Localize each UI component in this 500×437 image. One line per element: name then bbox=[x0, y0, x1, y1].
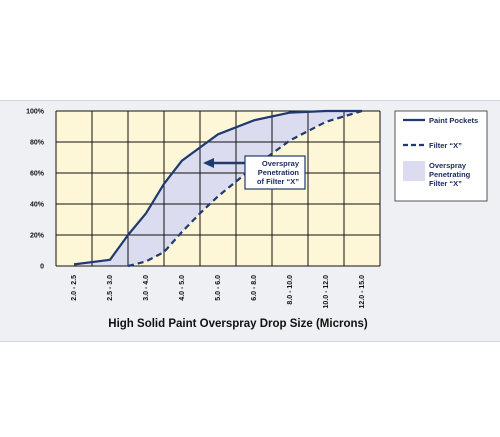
x-tick-label: 10.0 - 12.0 bbox=[323, 275, 330, 309]
plot-layer: 0 20% 40% 60% 80% 100% 2.0 - 2.5 2.5 - 3.0 3.0 -… bbox=[26, 109, 381, 330]
annotation-arrow-head bbox=[203, 158, 214, 168]
x-axis-label: High Solid Paint Overspray Drop Size (Mi… bbox=[108, 318, 368, 330]
legend-swatch-area bbox=[403, 161, 425, 181]
x-tick-label: 12.0 - 15.0 bbox=[359, 275, 366, 309]
legend-box bbox=[394, 110, 488, 202]
y-tick-label: 20% bbox=[30, 233, 45, 240]
x-tick-label: 5.0 - 6.0 bbox=[215, 275, 222, 301]
x-tick-label: 4.0 - 5.0 bbox=[179, 275, 186, 301]
x-tick-label: 2.5 - 3.0 bbox=[107, 275, 114, 301]
annotation-text: Overspray bbox=[262, 159, 300, 168]
y-tick-label: 40% bbox=[30, 202, 45, 209]
series-line-filter-x bbox=[127, 109, 363, 268]
legend-label: Overspray bbox=[429, 161, 467, 170]
y-tick-label: 60% bbox=[30, 171, 45, 178]
legend: Paint Pockets Filter “X” OversprayPenetrat… bbox=[394, 110, 488, 202]
legend-label: Filter “X” bbox=[429, 141, 462, 150]
x-tick-label: 3.0 - 4.0 bbox=[143, 275, 150, 301]
y-tick-label: 0 bbox=[40, 264, 44, 271]
annotation-text: of Filter “X” bbox=[257, 177, 299, 186]
y-tick-label: 100% bbox=[26, 109, 45, 116]
shaded-region bbox=[74, 111, 362, 266]
annotation-text: Penetration bbox=[258, 168, 300, 177]
x-tick-label: 6.0 - 8.0 bbox=[251, 275, 258, 301]
legend-label: Penetrating bbox=[429, 170, 471, 179]
x-tick-label: 8.0 - 10.0 bbox=[287, 275, 294, 305]
y-tick-label: 80% bbox=[30, 140, 45, 147]
legend-label: Paint Pockets bbox=[429, 116, 478, 125]
legend-label: Filter “X” bbox=[429, 179, 462, 188]
x-tick-label: 2.0 - 2.5 bbox=[71, 275, 78, 301]
annotation-box bbox=[244, 155, 306, 190]
